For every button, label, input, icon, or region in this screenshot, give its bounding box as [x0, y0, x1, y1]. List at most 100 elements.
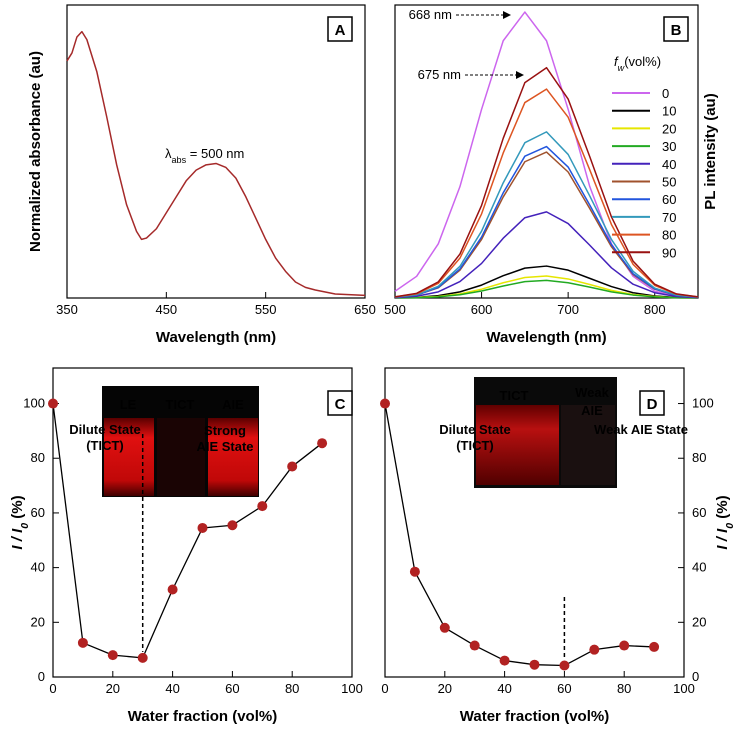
x-tick-label: 60 [557, 681, 571, 696]
y-tick-label: 0 [692, 669, 699, 684]
x-tick-label: 550 [255, 302, 277, 317]
data-point [167, 584, 178, 595]
inset-label: Weak [575, 385, 609, 400]
x-tick-label: 80 [617, 681, 631, 696]
series-line [394, 265, 699, 299]
x-tick-label: 0 [49, 681, 56, 696]
panel-label: B [671, 22, 682, 39]
data-point [559, 660, 570, 671]
data-point [227, 520, 238, 531]
annotation: Dilute State [439, 422, 511, 437]
data-point [48, 398, 58, 409]
data-point [77, 637, 88, 648]
data-point [197, 522, 208, 533]
panel: 350 450 550 650 Wavelength (nm) Normalized ab… [27, 4, 376, 346]
inset-label: AIE [581, 403, 603, 418]
y-axis-label-part: 0 [19, 523, 31, 529]
data-point [529, 659, 540, 670]
legend-title: fw(vol%) [614, 54, 661, 73]
y-tick-label: 20 [692, 614, 706, 629]
legend-label: 20 [662, 121, 676, 136]
series-line [52, 403, 323, 659]
legend-label: 10 [662, 104, 676, 119]
annotation: (TICT) [456, 438, 494, 453]
series-line [394, 66, 699, 298]
legend-title-part: w [618, 63, 626, 73]
series-line [394, 88, 699, 298]
legend-title-part: f [614, 54, 619, 69]
data-point [499, 655, 510, 666]
legend-label: 70 [662, 210, 676, 225]
annotation-part: abs [172, 155, 187, 165]
x-tick-label: 450 [155, 302, 177, 317]
y-axis-label-part: (%) [714, 495, 731, 523]
x-tick-label: 20 [438, 681, 452, 696]
x-tick-label: 500 [384, 302, 406, 317]
y-tick-label: 0 [38, 669, 45, 684]
data-point [257, 501, 268, 512]
y-tick-label: 40 [31, 560, 45, 575]
x-tick-label: 40 [497, 681, 511, 696]
panel-label-box [327, 16, 353, 42]
x-tick-label: 80 [285, 681, 299, 696]
panel-label: D [647, 396, 658, 413]
data-point [317, 438, 328, 449]
y-axis-label: I / I0 (%) [9, 495, 31, 549]
series-line [394, 279, 699, 299]
y-tick-label: 100 [23, 396, 45, 411]
annotation: 675 nm [418, 67, 461, 82]
annotation: Strong [204, 423, 246, 438]
x-tick-label: 100 [341, 681, 363, 696]
legend-label: 40 [662, 157, 676, 172]
x-axis-label: Wavelength (nm) [486, 329, 606, 346]
data-point [380, 398, 390, 409]
data-point [469, 640, 480, 651]
series-line [394, 11, 699, 299]
y-axis-label: I / I0 (%) [714, 495, 736, 549]
y-tick-label: 80 [692, 450, 706, 465]
series-line [394, 145, 699, 298]
x-tick-label: 100 [673, 681, 695, 696]
legend-label: 90 [662, 245, 676, 260]
y-tick-label: 20 [31, 614, 45, 629]
x-tick-label: 40 [165, 681, 179, 696]
legend-label: 80 [662, 228, 676, 243]
plot-frame [52, 367, 353, 678]
x-tick-label: 800 [644, 302, 666, 317]
legend-label: 30 [662, 139, 676, 154]
data-point [137, 652, 148, 663]
y-axis-label-part: I / I [714, 528, 731, 550]
inset-label: TICT [166, 397, 195, 412]
panel-label-box [663, 16, 689, 42]
x-tick-label: 650 [354, 302, 376, 317]
annotation: Dilute State [69, 422, 141, 437]
panel-label: C [335, 396, 346, 413]
plot-frame [384, 367, 685, 678]
panel-label: A [335, 22, 346, 39]
annotation-part: λ [165, 146, 172, 161]
series-line [66, 30, 366, 297]
x-axis-label: Water fraction (vol%) [460, 708, 609, 725]
panel-label-box [327, 390, 353, 416]
y-axis-label: Normalized absorbance (au) [27, 51, 44, 252]
legend-label: 0 [662, 86, 669, 101]
inset-photo-c [102, 386, 259, 497]
inset-label: AIE [222, 397, 244, 412]
y-axis-label-part: I / I [9, 528, 26, 550]
data-point [649, 641, 660, 652]
y-tick-label: 100 [692, 396, 714, 411]
data-point [287, 461, 298, 472]
panel-label-box [639, 390, 665, 416]
y-tick-label: 40 [692, 560, 706, 575]
y-tick-label: 80 [31, 450, 45, 465]
y-tick-label: 60 [31, 505, 45, 520]
y-axis-label: PL intensity (au) [702, 93, 719, 209]
legend-label: 60 [662, 192, 676, 207]
data-point [439, 622, 450, 633]
y-tick-label: 60 [692, 505, 706, 520]
plot-frame [66, 4, 366, 299]
annotation: 668 nm [409, 7, 452, 22]
